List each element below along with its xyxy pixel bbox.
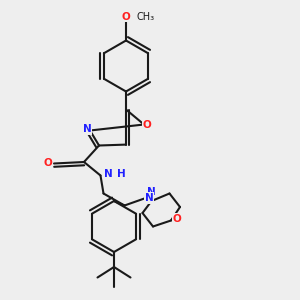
Text: N: N	[145, 193, 154, 203]
Text: O: O	[142, 119, 152, 130]
Text: N: N	[103, 169, 112, 179]
Text: N: N	[147, 187, 156, 197]
Text: O: O	[122, 11, 130, 22]
Text: H: H	[117, 169, 126, 179]
Text: N: N	[82, 124, 91, 134]
Text: O: O	[172, 214, 182, 224]
Text: O: O	[44, 158, 52, 169]
Text: CH₃: CH₃	[136, 11, 154, 22]
